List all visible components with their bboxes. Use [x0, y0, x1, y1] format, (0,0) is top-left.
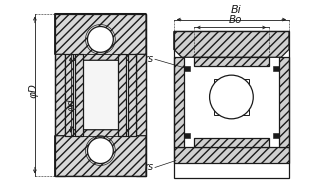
Bar	[83, 54, 118, 136]
Polygon shape	[174, 57, 184, 147]
Text: φD: φD	[29, 84, 39, 98]
Polygon shape	[55, 130, 146, 176]
Bar	[83, 54, 118, 136]
Polygon shape	[279, 57, 289, 147]
Polygon shape	[74, 54, 83, 136]
Polygon shape	[118, 54, 126, 136]
Polygon shape	[184, 66, 190, 71]
Polygon shape	[136, 14, 146, 176]
Polygon shape	[194, 138, 269, 147]
Text: φd: φd	[67, 99, 77, 111]
Text: Bi: Bi	[231, 5, 242, 15]
Circle shape	[87, 26, 113, 52]
Polygon shape	[273, 66, 279, 71]
Bar	[55, 14, 146, 176]
Polygon shape	[128, 54, 136, 136]
Bar	[174, 32, 289, 178]
Text: rs: rs	[145, 162, 154, 173]
Circle shape	[210, 75, 253, 119]
Text: rs: rs	[145, 54, 154, 64]
Polygon shape	[273, 133, 279, 138]
Polygon shape	[174, 147, 289, 162]
Bar	[214, 79, 249, 115]
Polygon shape	[194, 57, 269, 66]
Polygon shape	[174, 32, 289, 57]
Polygon shape	[55, 14, 146, 60]
Polygon shape	[65, 54, 73, 136]
Circle shape	[87, 138, 113, 164]
Polygon shape	[184, 133, 190, 138]
Polygon shape	[55, 14, 65, 176]
Text: Bo: Bo	[229, 14, 242, 25]
